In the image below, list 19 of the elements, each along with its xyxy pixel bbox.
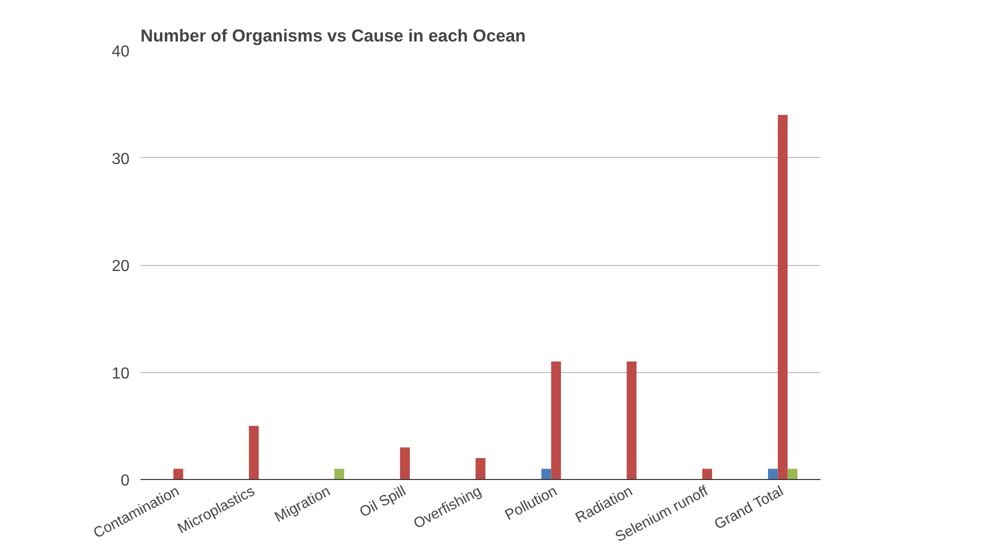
bar — [778, 114, 788, 480]
bar — [541, 468, 552, 480]
y-tick-label: 30 — [112, 150, 130, 168]
bar — [248, 426, 259, 480]
y-tick-label: 10 — [112, 365, 130, 382]
y-tick-label: 20 — [112, 258, 130, 275]
bar — [400, 447, 410, 480]
bar — [334, 468, 344, 480]
bar — [788, 468, 798, 480]
bar — [476, 458, 486, 480]
x-tick-label: Oil Spill — [357, 483, 409, 521]
y-tick-label: 40 — [112, 44, 130, 60]
bar — [626, 362, 637, 480]
y-tick-label: 0 — [120, 472, 130, 490]
bar — [173, 468, 184, 480]
bar — [702, 468, 712, 480]
bar — [768, 468, 778, 480]
bar — [551, 362, 561, 480]
chart-title: Number of Organisms vs Cause in each Ocean — [140, 26, 526, 46]
